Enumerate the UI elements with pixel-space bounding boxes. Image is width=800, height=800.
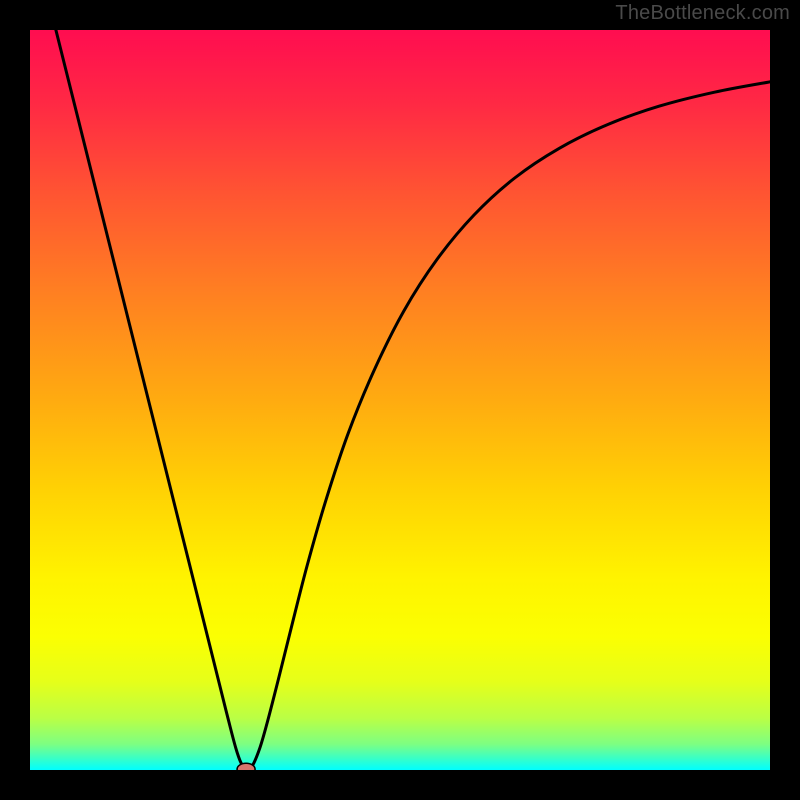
plot-area xyxy=(30,30,770,770)
chart-container: TheBottleneck.com xyxy=(0,0,800,800)
curve-minimum-marker xyxy=(237,763,255,770)
curve-layer xyxy=(30,30,770,770)
watermark-text: TheBottleneck.com xyxy=(615,2,790,25)
bottleneck-curve xyxy=(56,30,770,770)
